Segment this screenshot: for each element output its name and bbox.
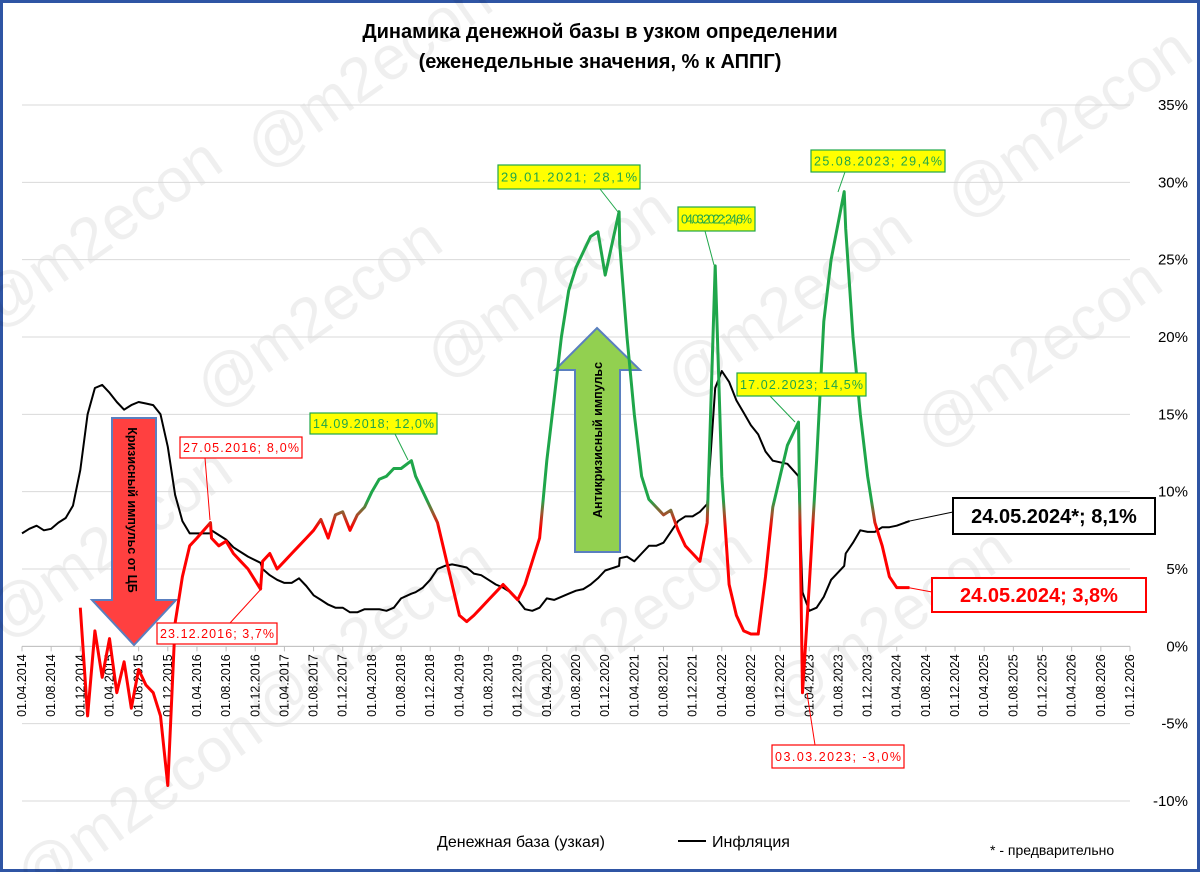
annotation-leader [704, 230, 715, 266]
annotation-leader [229, 587, 263, 624]
x-tick-label: 01.08.2024 [919, 654, 933, 717]
x-axis: 01.04.2014 01.08.2014 01.12.2014 01.04.2015… [15, 645, 1137, 717]
annotation-leader [394, 433, 409, 461]
series-line [78, 190, 910, 787]
x-tick-label: 01.08.2022 [744, 654, 758, 717]
x-tick-label: 01.04.2022 [715, 654, 729, 717]
annotation-box [179, 436, 303, 459]
annotation-label: 14.09.2018; 12,0% [313, 417, 434, 431]
x-tick-label: 01.12.2026 [1123, 654, 1137, 717]
x-tick-label: 01.12.2023 [861, 654, 875, 717]
annotation-box [497, 164, 641, 190]
annotation-label: 03.03.2023; -3,0% [775, 750, 901, 764]
annotation-label: 27.05.2016; 8,0% [183, 441, 299, 455]
lines [21, 190, 910, 787]
arrows: Кризисный импульс от ЦБ Антикризисный им… [89, 326, 643, 647]
x-tick-label: 01.08.2017 [307, 654, 321, 717]
annotation-box [810, 149, 946, 173]
x-tick-label: 01.12.2024 [948, 654, 962, 717]
annotation-box [952, 497, 1156, 535]
x-tick-label: 01.12.2016 [248, 654, 262, 717]
annotation-leader [204, 457, 211, 521]
y-tick-label: 0% [1166, 638, 1188, 655]
series-line [21, 370, 910, 614]
x-tick-label: 01.12.2021 [686, 654, 700, 717]
x-tick-label: 01.12.2018 [423, 654, 437, 717]
annotations: 27.05.2016; 8,0% 23.12.2016; 3,7% 14.09.20… [156, 149, 1156, 769]
x-tick-label: 01.08.2018 [394, 654, 408, 717]
annotation-box [156, 622, 278, 645]
x-tick-label: 01.04.2020 [540, 654, 554, 717]
y-tick-label: -10% [1153, 793, 1188, 810]
x-tick-label: 01.08.2020 [569, 654, 583, 717]
x-tick-label: 01.04.2024 [890, 654, 904, 717]
x-tick-label: 01.04.2014 [15, 654, 29, 717]
annotation-box [309, 412, 438, 435]
legend-label: Денежная база (узкая) [437, 834, 605, 851]
y-tick-label: 10% [1158, 484, 1188, 501]
x-tick-label: 01.04.2016 [190, 654, 204, 717]
annotation-label: 24.05.2024*; 8,1% [971, 506, 1137, 528]
x-tick-label: 01.04.2019 [452, 654, 466, 717]
x-tick-label: 01.04.2025 [977, 654, 991, 717]
annotation-label: 29.01.2021; 28,1% [501, 170, 637, 185]
x-tick-label: 01.04.2017 [277, 654, 291, 717]
annotation-label: 17.02.2023; 14,5% [740, 378, 863, 392]
x-tick-label: 01.12.2019 [511, 654, 525, 717]
x-tick-label: 01.04.2026 [1065, 654, 1079, 717]
chart-subtitle: (еженедельные значения, % к АППГ) [419, 51, 782, 73]
annotation-leader [599, 188, 619, 213]
y-tick-label: 15% [1158, 406, 1188, 423]
annotation-leader [806, 692, 816, 746]
annotation-box [771, 744, 905, 769]
annotation-leader [904, 586, 933, 593]
x-tick-label: 01.08.2015 [132, 654, 146, 717]
legend-label: Инфляция [712, 834, 790, 851]
x-tick-label: 01.08.2023 [831, 654, 845, 717]
chart-title: Динамика денежной базы в узком определен… [362, 21, 837, 43]
x-tick-label: 01.12.2017 [336, 654, 350, 717]
x-tick-label: 01.08.2025 [1006, 654, 1020, 717]
x-tick-label: 01.12.2020 [598, 654, 612, 717]
annotation-label: 23.12.2016; 3,7% [160, 627, 274, 641]
x-tick-label: 01.08.2026 [1094, 654, 1108, 717]
arrow-label: Антикризисный импульс [591, 362, 605, 518]
y-tick-label: 25% [1158, 252, 1188, 269]
x-tick-label: 01.08.2019 [482, 654, 496, 717]
annotation-box [677, 206, 756, 232]
x-tick-label: 01.08.2014 [44, 654, 58, 717]
x-tick-label: 01.12.2025 [1036, 654, 1050, 717]
annotation-box [736, 372, 867, 397]
y-tick-label: 5% [1166, 561, 1188, 578]
annotation-leader [904, 511, 954, 523]
annotation-box [931, 577, 1147, 613]
y-tick-label: 30% [1158, 174, 1188, 191]
annotation-leader [837, 171, 846, 193]
annotation-label: 24.05.2024; 3,8% [960, 585, 1118, 607]
annotation-label: 04.03.2022; 24,6% [681, 213, 752, 227]
legend: Денежная база (узкая) Инфляция * - предв… [400, 834, 1114, 858]
footnote: * - предварительно [990, 842, 1114, 858]
x-tick-label: 01.04.2021 [627, 654, 641, 717]
crisis-arrow [89, 417, 179, 647]
x-tick-label: 01.04.2018 [365, 654, 379, 717]
arrow-label: Кризисный импульс от ЦБ [125, 427, 139, 593]
y-tick-label: 20% [1158, 329, 1188, 346]
annotation-leader [769, 395, 796, 423]
x-tick-label: 01.04.2023 [802, 654, 816, 717]
y-tick-label: -5% [1161, 716, 1188, 733]
annotation-label: 25.08.2023; 29,4% [814, 155, 942, 169]
x-tick-label: 01.08.2016 [219, 654, 233, 717]
x-tick-label: 01.12.2022 [773, 654, 787, 717]
x-tick-label: 01.08.2021 [656, 654, 670, 717]
y-tick-label: 35% [1158, 97, 1188, 114]
